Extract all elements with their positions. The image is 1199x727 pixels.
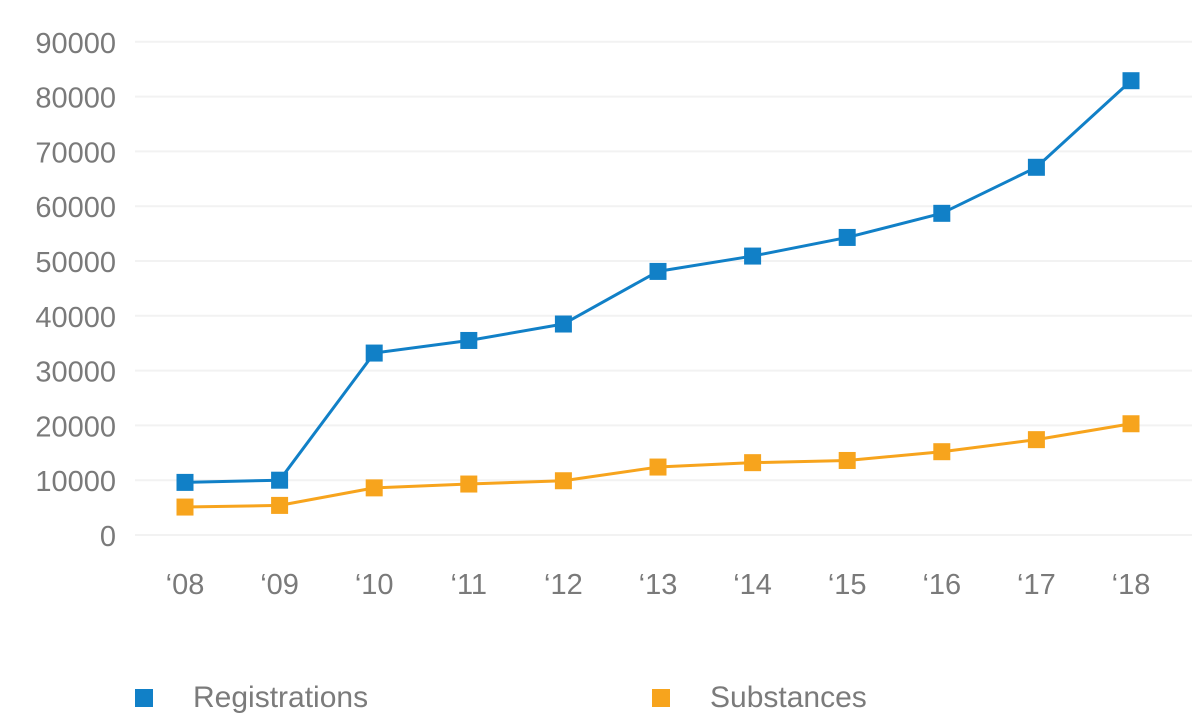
- x-axis-tick-label: ‘15: [828, 569, 867, 601]
- x-axis-tick-label: ‘10: [355, 569, 394, 601]
- registrations-data-point-marker: [838, 228, 856, 246]
- substances-data-point-marker: [1027, 431, 1045, 449]
- legend: Registrations Substances: [0, 681, 1199, 714]
- registrations-data-point-marker: [460, 331, 478, 349]
- registrations-data-point-marker: [649, 262, 667, 280]
- legend-item-registrations: Registrations: [135, 681, 368, 715]
- registrations-data-point-marker: [744, 247, 762, 265]
- y-axis-tick-label: 60000: [35, 192, 116, 224]
- x-axis-tick-label: ‘09: [260, 569, 299, 601]
- substances-data-point-marker: [554, 472, 572, 490]
- legend-label-substances: Substances: [710, 681, 867, 714]
- x-axis-tick-label: ‘13: [639, 569, 678, 601]
- x-axis-tick-label: ‘11: [451, 569, 488, 601]
- y-axis-tick-label: 20000: [35, 411, 116, 443]
- substances-data-point-marker: [649, 458, 667, 476]
- x-axis-tick-label: ‘17: [1017, 569, 1056, 601]
- y-axis-tick-label: 10000: [35, 466, 116, 498]
- registrations-swatch-icon: [135, 689, 153, 707]
- registrations-data-point-marker: [176, 473, 194, 491]
- registrations-data-point-marker: [365, 344, 383, 362]
- x-axis-tick-label: ‘16: [922, 569, 961, 601]
- legend-item-substances: Substances: [652, 681, 867, 715]
- substances-data-point-marker: [176, 498, 194, 516]
- substances-data-point-marker: [365, 479, 383, 497]
- registrations-data-point-marker: [554, 315, 572, 333]
- substances-swatch-icon: [652, 689, 670, 707]
- y-axis-tick-label: 70000: [35, 137, 116, 169]
- chart-plot-area: 0 10000 20000 30000 40000 50000 60000 70000 8000…: [35, 28, 1192, 601]
- legend-label-registrations: Registrations: [193, 681, 369, 714]
- registrations-series-line: [183, 79, 1133, 484]
- y-axis-tick-label: 80000: [35, 83, 116, 115]
- substances-data-point-marker: [933, 443, 951, 461]
- x-axis-tick-label: ‘18: [1112, 569, 1151, 601]
- y-axis-tick-label: 40000: [35, 302, 116, 334]
- registrations-data-point-marker: [1122, 72, 1140, 90]
- registrations-data-point-marker: [933, 204, 951, 222]
- x-axis-tick-label: ‘12: [544, 569, 583, 601]
- substances-data-point-marker: [838, 451, 856, 469]
- y-axis-tick-label: 90000: [35, 28, 116, 60]
- y-axis-tick-label: 30000: [35, 357, 116, 389]
- registrations-data-point-marker: [1027, 158, 1045, 176]
- x-axis-tick-label: ‘14: [733, 569, 772, 601]
- substances-data-point-marker: [744, 454, 762, 472]
- registrations-data-point-marker: [271, 471, 289, 489]
- y-axis-tick-label: 50000: [35, 247, 116, 279]
- substances-data-point-marker: [271, 496, 289, 514]
- substances-data-point-marker: [460, 475, 478, 493]
- substances-data-point-marker: [1122, 415, 1140, 433]
- y-axis-tick-label: 0: [100, 521, 116, 553]
- x-axis-tick-label: ‘08: [166, 569, 205, 601]
